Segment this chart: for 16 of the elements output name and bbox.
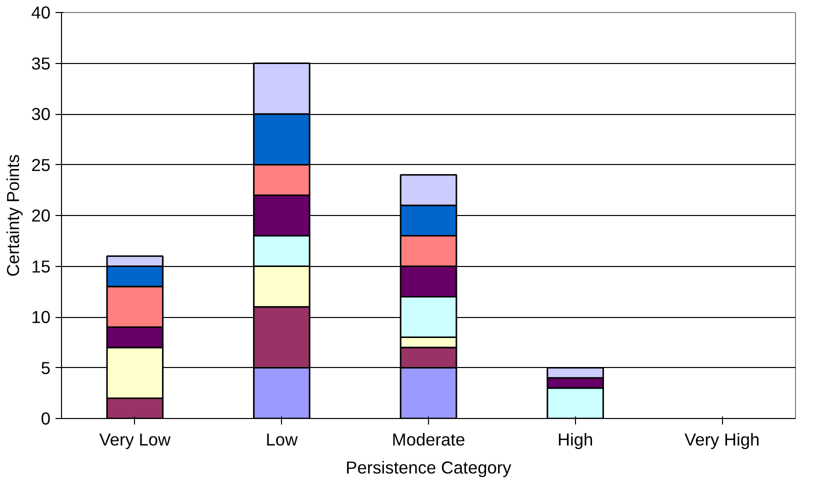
x-tick-label: Very High [684,430,760,450]
y-tick-label: 15 [31,256,51,276]
y-axis-title: Certainty Points [3,154,24,277]
y-tick-label: 0 [40,408,51,428]
y-tick-label: 35 [31,53,51,74]
x-tick-label: Very Low [99,430,172,450]
y-tick-label: 30 [31,104,51,124]
y-tick-label: 20 [31,206,51,226]
y-tick-label: 40 [31,2,51,22]
x-tick-label: Moderate [392,430,466,450]
y-tick-label: 5 [40,358,51,378]
x-tick-label: High [557,430,594,450]
x-axis-title: Persistence Category [346,458,512,478]
y-tick-label: 25 [31,154,51,175]
y-tick-label: 10 [31,307,51,327]
x-tick-label: Low [266,430,298,450]
